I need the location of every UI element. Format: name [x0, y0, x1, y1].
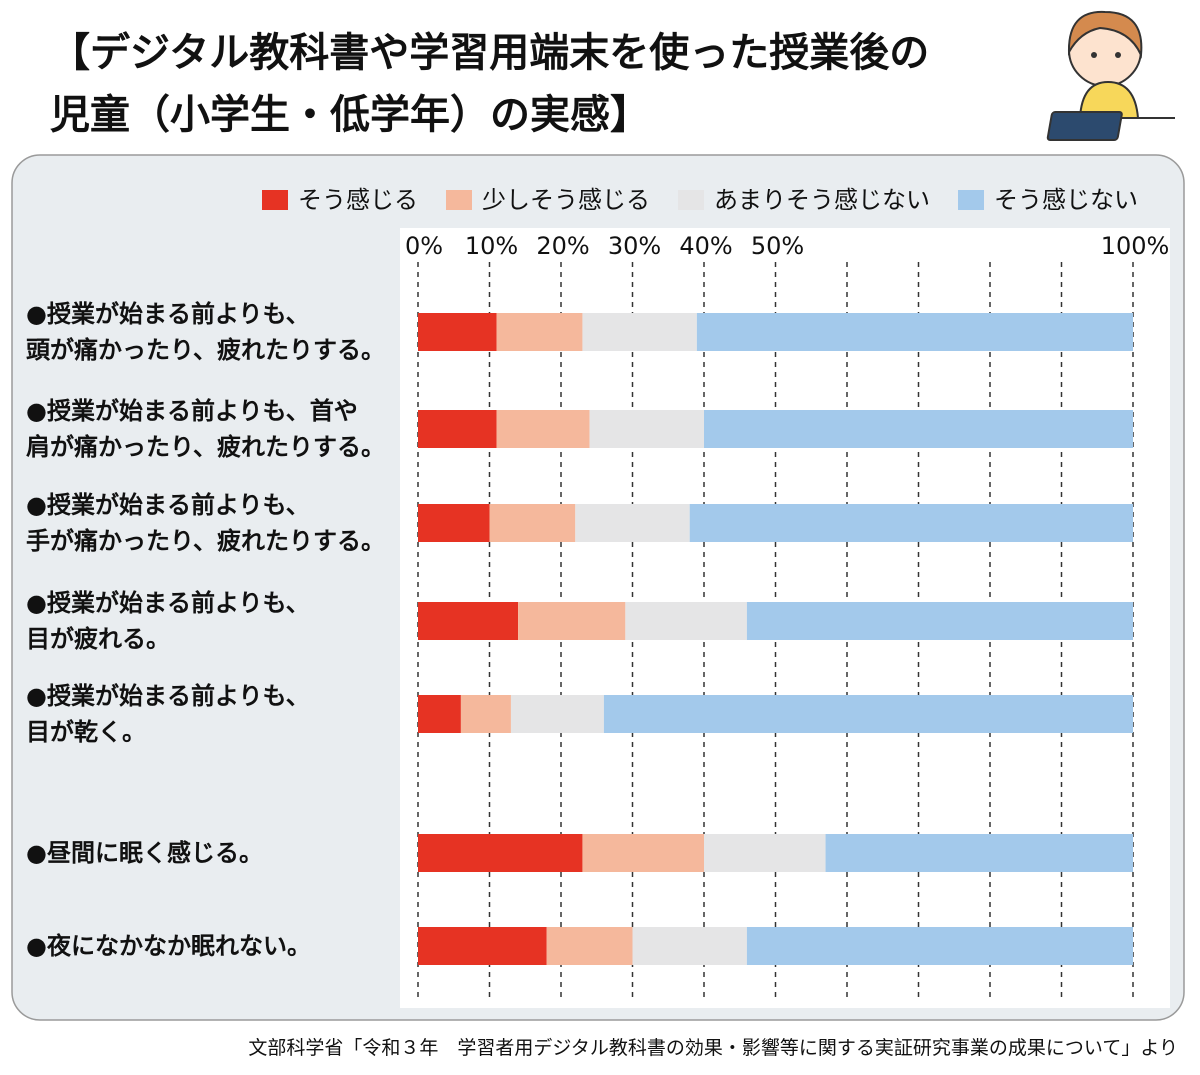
- illustration: [1046, 10, 1175, 141]
- category-label: ●授業が始まる前よりも、 頭が痛かったり、疲れたりする。: [26, 300, 386, 364]
- category-label: ●授業が始まる前よりも、 目が疲れる。: [26, 589, 310, 653]
- bar-segment: [582, 834, 704, 872]
- x-tick-label: 50%: [751, 232, 804, 260]
- legend-swatch: [446, 190, 472, 210]
- x-tick-label: 20%: [536, 232, 589, 260]
- bar-segment: [496, 410, 590, 448]
- bar-segment: [696, 313, 1133, 351]
- bar-segment: [825, 834, 1133, 872]
- source-note: 文部科学省「令和３年 学習者用デジタル教科書の効果・影響等に関する実証研究事業の…: [248, 1037, 1178, 1059]
- bar-segment: [418, 410, 497, 448]
- legend-swatch: [958, 190, 984, 210]
- bar-segment: [632, 927, 747, 965]
- bar-segment: [546, 927, 633, 965]
- bar-segment: [518, 602, 626, 640]
- category-label: ●授業が始まる前よりも、 手が痛かったり、疲れたりする。: [26, 491, 386, 555]
- bar-segment: [418, 602, 519, 640]
- x-tick-label: 30%: [608, 232, 661, 260]
- bar-segment: [689, 504, 1133, 542]
- legend-label: そう感じない: [994, 186, 1138, 214]
- bar-segment: [704, 834, 826, 872]
- bar-segment: [418, 927, 547, 965]
- bar-segment: [603, 695, 1133, 733]
- x-tick-label: 0%: [405, 232, 443, 260]
- bar-segment: [746, 927, 1133, 965]
- legend-swatch: [262, 190, 288, 210]
- category-label: ●授業が始まる前よりも、 目が乾く。: [26, 682, 310, 746]
- bar-segment: [418, 695, 461, 733]
- legend-swatch: [678, 190, 704, 210]
- category-label: ●授業が始まる前よりも、首や 肩が痛かったり、疲れたりする。: [26, 397, 386, 461]
- category-label: ●夜になかなか眠れない。: [26, 932, 311, 960]
- bar-segment: [575, 504, 690, 542]
- x-tick-label: 40%: [679, 232, 732, 260]
- bar-segment: [582, 313, 697, 351]
- bar-segment: [746, 602, 1133, 640]
- bar-segment: [418, 504, 490, 542]
- legend-label: そう感じる: [298, 186, 418, 214]
- category-label: ●昼間に眠く感じる。: [26, 839, 263, 867]
- bar-segment: [496, 313, 583, 351]
- bar-segment: [589, 410, 704, 448]
- chart-title: 【デジタル教科書や学習用端末を使った授業後の 児童（小学生・低学年）の実感】: [50, 30, 930, 138]
- bar-segment: [460, 695, 511, 733]
- bar-segment: [489, 504, 576, 542]
- bar-segment: [418, 313, 497, 351]
- legend-label: あまりそう感じない: [714, 186, 930, 214]
- legend-label: 少しそう感じる: [482, 186, 650, 214]
- x-tick-label: 100%: [1101, 232, 1170, 260]
- bar-segment: [418, 834, 583, 872]
- x-tick-label: 10%: [465, 232, 518, 260]
- bar-segment: [510, 695, 604, 733]
- bar-segment: [625, 602, 747, 640]
- bar-segment: [704, 410, 1133, 448]
